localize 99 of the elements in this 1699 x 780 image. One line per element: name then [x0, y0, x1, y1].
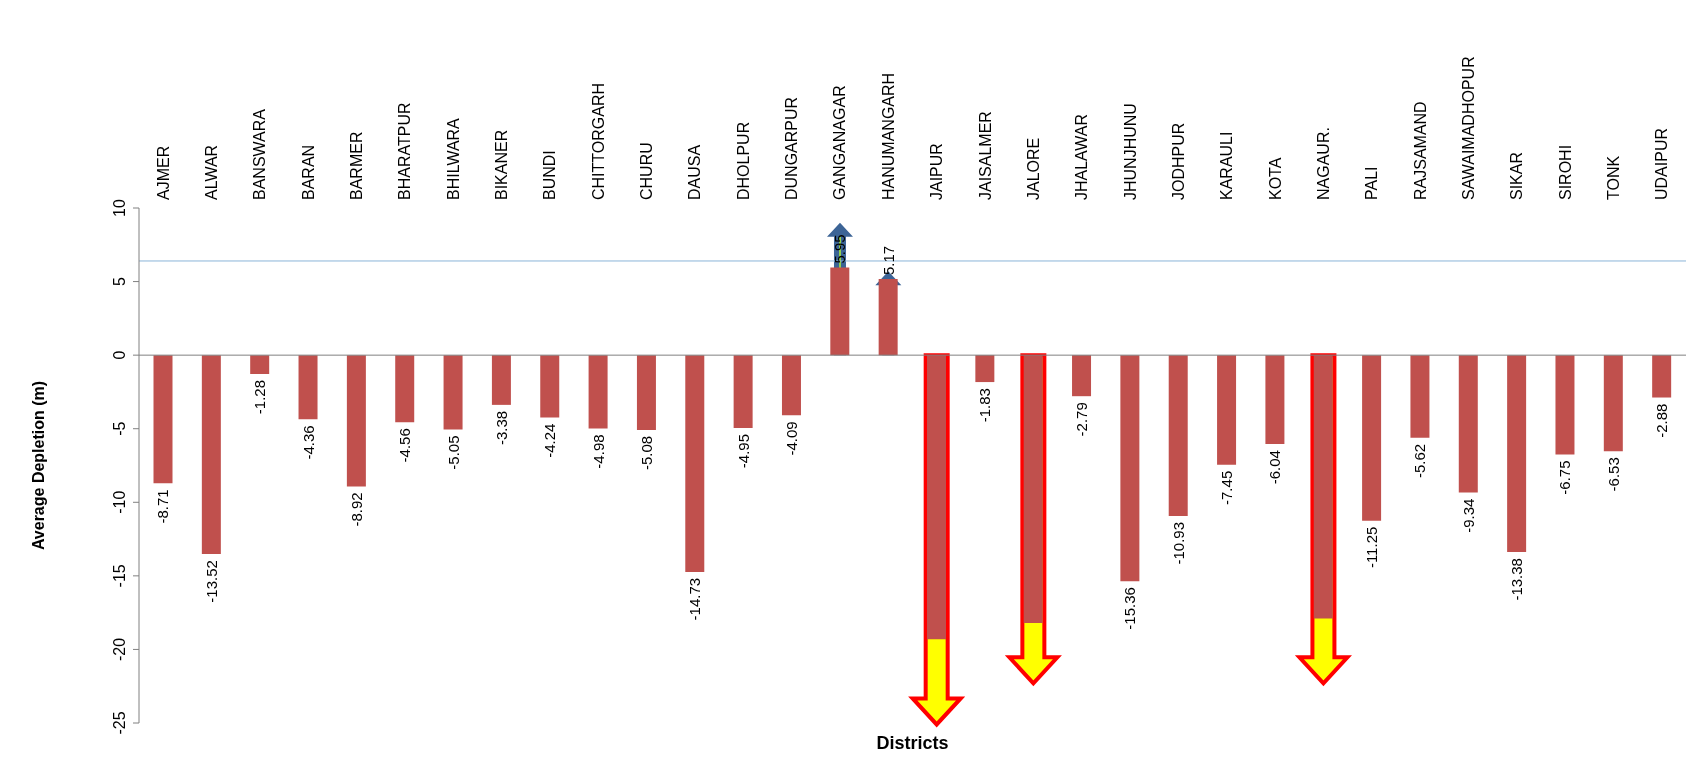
- data-label: -1.28: [251, 379, 269, 415]
- bar: [395, 355, 415, 423]
- bar: [298, 355, 318, 420]
- bar: [1217, 355, 1237, 465]
- data-label: -13.38: [1508, 558, 1526, 601]
- bar: [1507, 355, 1527, 553]
- bar: [781, 355, 801, 416]
- y-axis-title: Average Depletion (m): [29, 380, 47, 551]
- data-label: -8.71: [154, 489, 172, 524]
- y-tick-label: 10: [111, 199, 128, 217]
- bar: [1265, 355, 1285, 445]
- data-label: -2.88: [1653, 403, 1671, 438]
- y-tick-label: -5: [111, 421, 128, 436]
- x-tick-label: JHALAWAR: [1073, 114, 1091, 200]
- data-label: -4.56: [396, 428, 414, 463]
- x-tick-label: BIKANER: [493, 129, 511, 200]
- x-tick-label: BUNDI: [541, 150, 559, 200]
- x-tick-label: SAWAIMADHOPUR: [1459, 56, 1477, 200]
- y-tick-label: -20: [111, 637, 128, 661]
- x-tick-label: DAUSA: [686, 144, 704, 200]
- bar: [1168, 355, 1188, 516]
- data-label: -2.79: [1073, 402, 1091, 437]
- bar: [1652, 355, 1672, 398]
- y-tick-label: -15: [111, 564, 128, 588]
- bar: [1120, 355, 1140, 582]
- data-label: -6.04: [1266, 450, 1284, 485]
- bar: [201, 355, 221, 555]
- x-tick-label: ALWAR: [203, 144, 221, 200]
- bar: [540, 355, 560, 418]
- data-label: -15.36: [1121, 587, 1139, 630]
- data-label: -14.73: [686, 577, 704, 621]
- y-tick-label: 0: [111, 350, 128, 360]
- data-label: -8.92: [347, 492, 365, 527]
- x-tick-label: BARMER: [348, 131, 366, 200]
- x-tick-label: SIKAR: [1508, 151, 1526, 200]
- x-tick-label: JAISALMER: [976, 111, 994, 200]
- x-tick-label: BARAN: [299, 144, 317, 200]
- x-tick-label: GANGANAGAR: [831, 85, 849, 200]
- x-tick-label: JODHPUR: [1169, 122, 1187, 200]
- bar: [250, 355, 270, 374]
- data-label: -4.95: [734, 433, 752, 469]
- bar: [443, 355, 463, 430]
- data-label: -4.98: [589, 434, 607, 469]
- y-tick-label: -25: [111, 711, 128, 735]
- x-tick-label: RAJSAMAND: [1411, 101, 1429, 200]
- x-tick-label: KOTA: [1266, 157, 1284, 200]
- data-label: -4.36: [299, 425, 317, 460]
- x-tick-label: HANUMANGARH: [879, 72, 897, 200]
- data-label: -1.83: [976, 388, 994, 423]
- data-label: -13.52: [202, 560, 220, 603]
- data-label: 5.95: [831, 234, 849, 264]
- data-label: -6.75: [1556, 460, 1574, 495]
- bar: [733, 355, 753, 428]
- bar: [1072, 355, 1092, 397]
- data-label: -6.53: [1604, 457, 1622, 492]
- x-tick-label: JAIPUR: [928, 143, 946, 200]
- bar: [927, 355, 946, 640]
- x-tick-label: CHITTORGARH: [589, 82, 607, 200]
- x-tick-label: KARAULI: [1218, 131, 1236, 200]
- x-tick-label: PALI: [1363, 166, 1381, 200]
- x-tick-label: SIROHI: [1556, 144, 1574, 200]
- bar: [1555, 355, 1575, 455]
- data-label: -5.05: [444, 435, 462, 470]
- bar: [491, 355, 511, 405]
- data-label: -4.09: [782, 421, 800, 456]
- data-label: -7.45: [1218, 470, 1236, 505]
- x-tick-label: UDAIPUR: [1653, 127, 1671, 200]
- data-label: -5.08: [637, 435, 655, 471]
- x-tick-label: CHURU: [638, 142, 656, 200]
- bar: [685, 355, 705, 572]
- data-label: -11.25: [1363, 526, 1381, 569]
- x-tick-label: NAGAUR.: [1314, 127, 1332, 200]
- y-tick-label: -10: [111, 490, 128, 514]
- x-tick-label: AJMER: [154, 145, 172, 200]
- y-tick-label: 5: [111, 277, 128, 287]
- bar: [588, 355, 608, 429]
- x-tick-label: BANSWARA: [251, 108, 269, 200]
- bar: [975, 355, 995, 383]
- data-label: -3.38: [492, 410, 510, 446]
- x-tick-label: BHILWARA: [444, 117, 462, 200]
- x-tick-label: DHOLPUR: [734, 121, 752, 200]
- bar: [1458, 355, 1478, 493]
- data-label: -4.24: [541, 423, 559, 458]
- bar: [636, 355, 656, 430]
- x-tick-label: DUNGARPUR: [783, 96, 801, 200]
- data-label: -5.62: [1411, 443, 1429, 479]
- x-tick-label: JHUNJHUNU: [1121, 103, 1139, 200]
- x-tick-label: TONK: [1604, 155, 1622, 200]
- bar: [346, 355, 366, 487]
- data-label: -10.93: [1169, 521, 1187, 565]
- bar: [1603, 355, 1623, 452]
- bar: [1410, 355, 1430, 438]
- bar: [1362, 355, 1382, 521]
- x-axis-title: Districts: [875, 733, 950, 754]
- data-label: -9.34: [1459, 498, 1477, 533]
- bar: [153, 355, 173, 484]
- x-tick-label: BHARATPUR: [396, 102, 414, 200]
- x-tick-label: JALORE: [1024, 137, 1042, 200]
- data-label: 5.17: [879, 245, 897, 276]
